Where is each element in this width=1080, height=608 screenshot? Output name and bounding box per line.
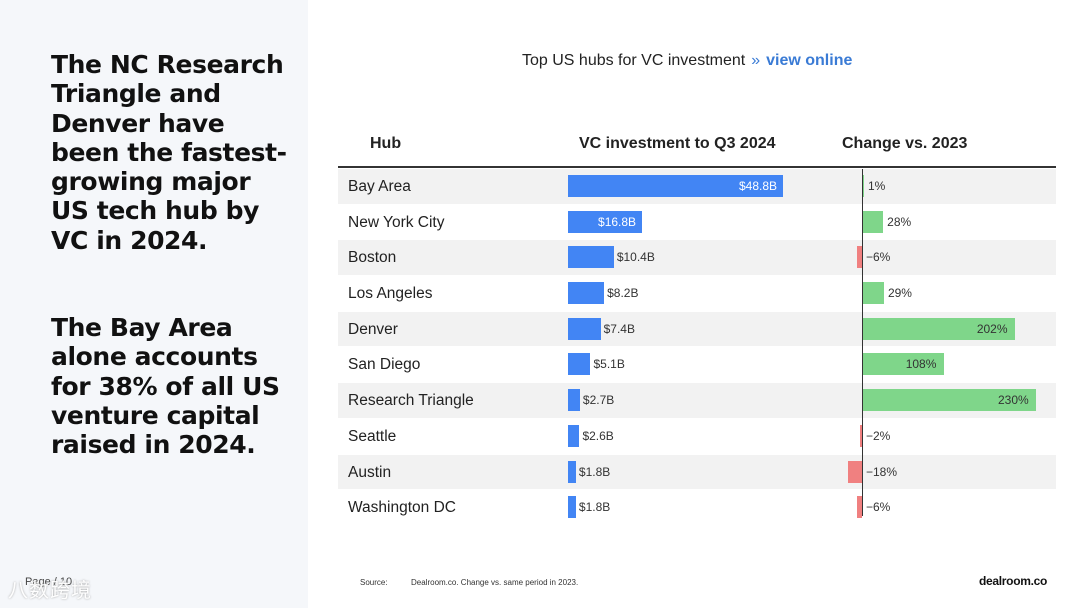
hub-name: New York City xyxy=(348,213,445,231)
change-value-label: 202% xyxy=(976,321,1008,336)
vc-bar xyxy=(568,353,591,376)
vc-value-label: $2.6B xyxy=(582,428,614,443)
table-row: Denver $7.4B 202% xyxy=(338,311,1056,348)
table-row: Seattle $2.6B −2% xyxy=(338,419,1056,455)
hub-name: Bay Area xyxy=(348,178,411,195)
vc-value-label: $10.4B xyxy=(616,250,655,265)
hub-name: San Diego xyxy=(348,356,421,374)
header-rule xyxy=(338,166,1056,168)
vc-value-label: $1.8B xyxy=(578,464,611,479)
table-row: New York City $16.8B 28% xyxy=(338,205,1056,241)
chart-title-separator: » xyxy=(751,52,761,69)
watermark: 八数跨境 xyxy=(8,580,92,602)
vc-bar xyxy=(568,389,580,412)
change-zero-line xyxy=(862,169,863,516)
table-row: San Diego $5.1B 108% xyxy=(338,347,1056,384)
table-row: Research Triangle $2.7B 230% xyxy=(338,383,1056,419)
source-text: Dealroom.co. Change vs. same period in 2… xyxy=(411,578,579,587)
vc-value-label: $2.7B xyxy=(582,393,615,408)
hub-name: Boston xyxy=(348,249,397,267)
negative-change-bar xyxy=(848,460,862,483)
left-panel: The NC Research Triangle and Denver have… xyxy=(0,0,308,608)
chart-title-text: Top US hubs for VC investment xyxy=(522,52,746,69)
change-value-label: 1% xyxy=(868,179,886,193)
column-header-hub: Hub xyxy=(370,135,402,152)
vc-bar xyxy=(568,246,614,269)
chart-rows: Bay Area $48.8B 1% New York City $16.8B 28% Bo… xyxy=(338,169,1056,526)
positive-change-bar xyxy=(862,317,1015,340)
table-row: Bay Area $48.8B 1% xyxy=(338,169,1056,205)
hub-name: Research Triangle xyxy=(348,392,474,410)
vc-bar xyxy=(568,210,643,233)
hub-name: Washington DC xyxy=(348,499,456,517)
column-header-change: Change vs. 2023 xyxy=(842,135,968,152)
table-row: Los Angeles $8.2B 29% xyxy=(338,276,1056,312)
table-row: Austin $1.8B −18% xyxy=(338,454,1056,491)
column-header-vc-investment: VC investment to Q3 2024 xyxy=(579,135,776,152)
change-value-label: −18% xyxy=(866,464,898,479)
table-row: Washington DC $1.8B −6% xyxy=(338,490,1056,526)
vc-value-label: $5.1B xyxy=(593,357,625,372)
view-online-link[interactable]: view online xyxy=(766,52,853,69)
hub-name: Seattle xyxy=(348,427,397,445)
positive-change-bar xyxy=(862,175,864,197)
vc-bar xyxy=(568,175,783,197)
chart-title: Top US hubs for VC investment » view onlin… xyxy=(522,52,852,70)
vc-bar xyxy=(568,282,605,305)
change-value-label: 230% xyxy=(998,393,1029,408)
vc-bar xyxy=(568,460,576,483)
vc-value-label: $16.8B xyxy=(598,214,637,229)
headline-secondary: The Bay Area alone accounts for 38% of a… xyxy=(51,313,280,460)
table-row: Boston $10.4B −6% xyxy=(338,240,1056,277)
change-value-label: −6% xyxy=(866,500,891,515)
dealroom-logo: dealroom.co xyxy=(979,574,1048,588)
hub-name: Denver xyxy=(348,320,398,338)
vc-bar xyxy=(568,496,576,519)
vc-value-label: $1.8B xyxy=(578,500,611,515)
source-label: Source: xyxy=(360,578,388,587)
negative-change-bar xyxy=(860,424,862,447)
vc-bar xyxy=(568,424,580,447)
change-value-label: 28% xyxy=(887,214,912,229)
negative-change-bar xyxy=(857,246,862,269)
hub-name: Los Angeles xyxy=(348,285,433,303)
vc-value-label: $7.4B xyxy=(603,321,635,336)
positive-change-bar xyxy=(862,353,944,376)
change-value-label: −6% xyxy=(866,250,891,265)
positive-change-bar xyxy=(862,282,884,305)
positive-change-bar xyxy=(862,210,884,233)
change-value-label: 29% xyxy=(887,286,912,301)
positive-change-bar xyxy=(862,389,1036,412)
hub-name: Austin xyxy=(348,463,392,481)
change-value-label: 108% xyxy=(905,357,937,372)
vc-bar xyxy=(568,317,601,340)
vc-value-label: $8.2B xyxy=(607,286,639,301)
page-number: Page / 10 xyxy=(25,576,73,588)
vc-value-label: $48.8B xyxy=(739,179,778,193)
change-value-label: −2% xyxy=(866,428,891,443)
negative-change-bar xyxy=(857,496,862,519)
headline-primary: The NC Research Triangle and Denver have… xyxy=(51,50,287,255)
